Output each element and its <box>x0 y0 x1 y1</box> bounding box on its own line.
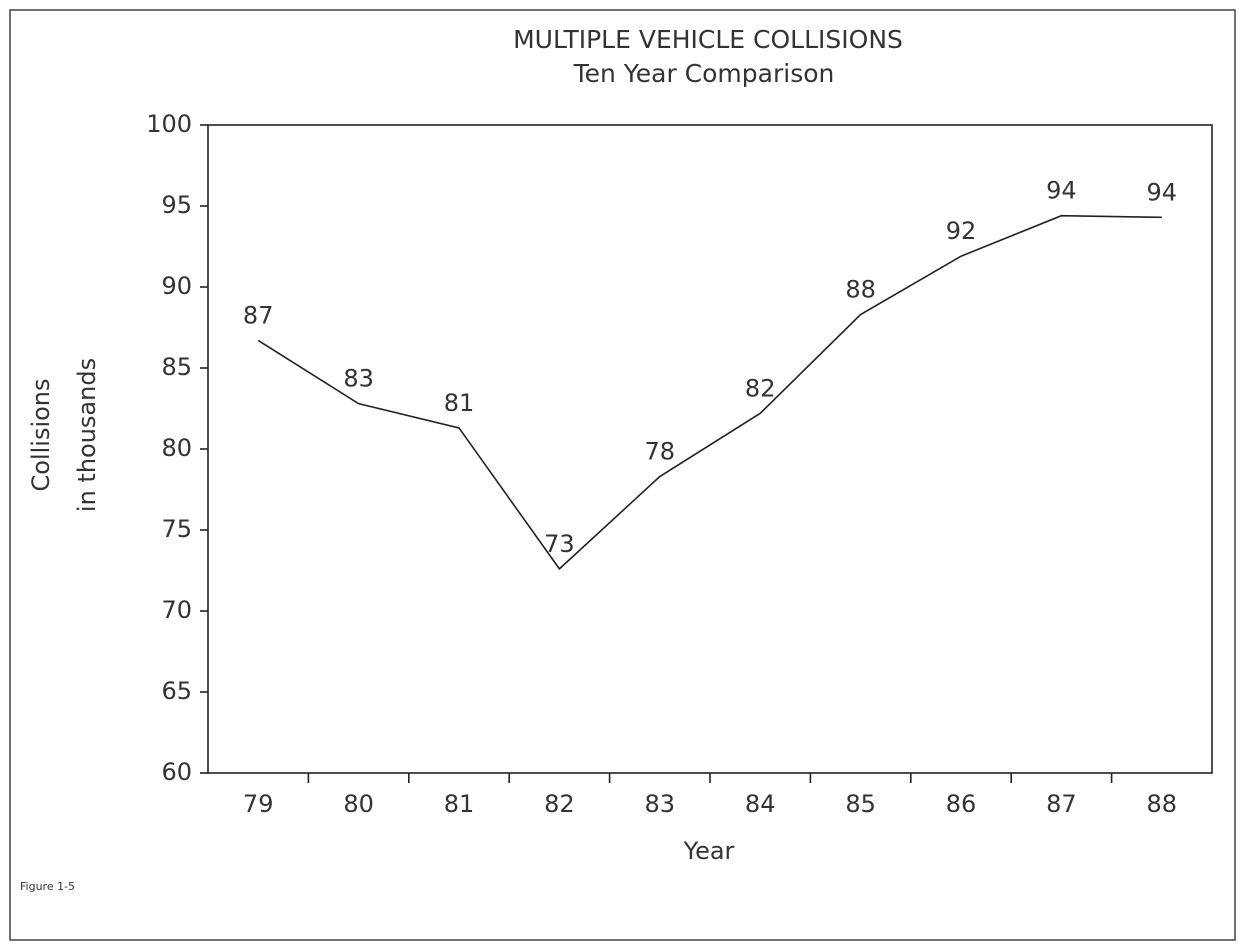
chart-title: MULTIPLE VEHICLE COLLISIONS <box>513 25 903 54</box>
y-tick-label: 95 <box>161 191 192 219</box>
data-label: 83 <box>343 365 374 393</box>
x-tick-label: 79 <box>243 790 274 818</box>
plot-frame <box>207 124 1213 774</box>
data-label: 94 <box>1147 178 1178 206</box>
x-tick-label: 81 <box>444 790 475 818</box>
data-label: 94 <box>1046 177 1077 205</box>
data-label: 78 <box>645 438 676 466</box>
x-tick-label: 82 <box>544 790 575 818</box>
x-tick-label: 86 <box>946 790 977 818</box>
y-tick-label: 60 <box>161 758 192 786</box>
x-tick-label: 80 <box>343 790 374 818</box>
chart-subtitle: Ten Year Comparison <box>573 59 835 88</box>
y-axis-label: in thousands <box>73 358 101 512</box>
y-tick-label: 75 <box>161 515 192 543</box>
y-tick-label: 90 <box>161 272 192 300</box>
y-tick-label: 70 <box>161 596 192 624</box>
data-label: 87 <box>243 301 274 329</box>
x-tick-label: 83 <box>645 790 676 818</box>
x-axis-label: Year <box>683 837 735 865</box>
data-label: 82 <box>745 374 776 402</box>
x-tick-label: 84 <box>745 790 776 818</box>
data-label: 88 <box>845 276 876 304</box>
data-label: 81 <box>444 389 475 417</box>
x-tick-label: 88 <box>1147 790 1178 818</box>
line <box>257 214 1162 571</box>
y-tick-label: 80 <box>161 434 192 462</box>
y-axis-label: Collisions <box>27 378 55 491</box>
y-tick-label: 100 <box>146 110 192 138</box>
data-label: 92 <box>946 217 977 245</box>
footnote: Figure 1-5 <box>20 880 75 893</box>
x-tick-label: 87 <box>1046 790 1077 818</box>
y-tick-label: 85 <box>161 353 192 381</box>
x-tick-label: 85 <box>845 790 876 818</box>
y-tick-label: 65 <box>161 677 192 705</box>
frame <box>9 9 1236 941</box>
